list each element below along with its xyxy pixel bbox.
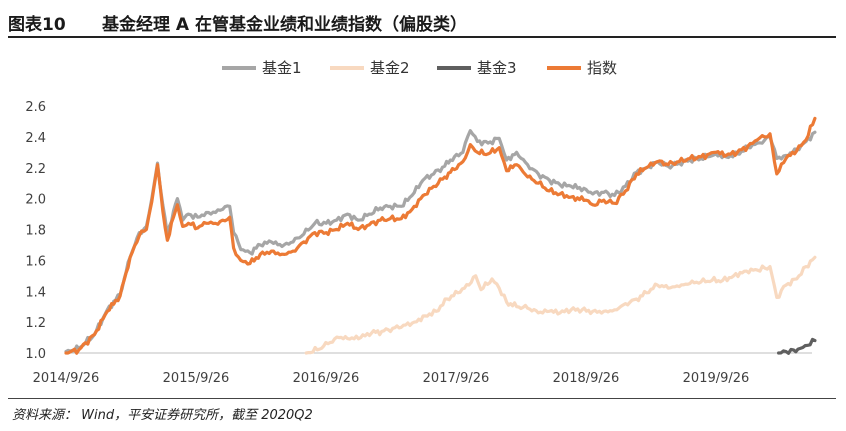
header-rule xyxy=(8,36,836,38)
line-chart: 基金1 基金2 基金3 指数 1.01.21.41.61.82.02.22.42.6 … xyxy=(25,59,817,386)
figure-title: 基金经理 A 在管基金业绩和业绩指数（偏股类） xyxy=(102,15,467,35)
y-tick-label: 2.4 xyxy=(25,131,46,146)
x-tick-label: 2017/9/26 xyxy=(423,371,490,386)
legend-label: 基金2 xyxy=(370,59,410,77)
series-line xyxy=(304,255,817,355)
footer-rule xyxy=(8,398,836,399)
x-tick-label: 2014/9/26 xyxy=(33,371,100,386)
y-tick-label: 1.0 xyxy=(25,347,46,362)
y-tick-label: 1.8 xyxy=(25,224,46,239)
legend-label: 基金1 xyxy=(262,59,302,77)
series-line xyxy=(64,129,817,354)
series-line xyxy=(64,116,817,355)
x-tick-label: 2018/9/26 xyxy=(553,371,620,386)
y-tick-label: 1.6 xyxy=(25,254,46,269)
y-tick-label: 2.2 xyxy=(25,162,46,177)
y-tick-label: 1.4 xyxy=(25,285,46,300)
y-tick-label: 2.0 xyxy=(25,193,46,208)
y-tick-label: 1.2 xyxy=(25,316,46,331)
y-tick-label: 2.6 xyxy=(25,100,46,115)
figure-number: 图表10 xyxy=(8,15,66,35)
y-axis: 1.0 1.2 1.4 1.6 1.8 2.0 2.2 2.4 2.6 xyxy=(25,100,46,362)
chart-series xyxy=(64,116,817,355)
x-tick-label: 2016/9/26 xyxy=(293,371,360,386)
legend-label: 指数 xyxy=(587,59,617,77)
x-axis: 2014/9/26 2015/9/26 2016/9/26 2017/9/26 2018… xyxy=(33,352,812,386)
chart-legend: 基金1 基金2 基金3 指数 xyxy=(222,59,617,77)
source-note: 资料来源： Wind，平安证券研究所，截至 2020Q2 xyxy=(12,408,313,423)
figure-header: 图表10 基金经理 A 在管基金业绩和业绩指数（偏股类） xyxy=(8,6,836,36)
x-tick-label: 2015/9/26 xyxy=(163,371,230,386)
legend-label: 基金3 xyxy=(477,59,517,77)
series-line xyxy=(777,337,817,355)
x-tick-label: 2019/9/26 xyxy=(683,371,750,386)
